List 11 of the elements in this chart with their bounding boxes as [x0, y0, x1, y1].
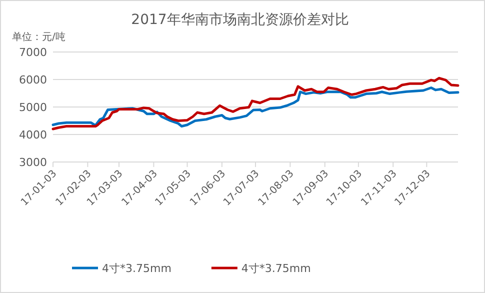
y-axis-title: 单位：元/吨 — [12, 31, 66, 43]
y-tick-label: 4000 — [19, 128, 47, 142]
chart-title: 2017年华南市场南北资源价差对比 — [131, 12, 349, 28]
y-tick-label: 6000 — [19, 74, 47, 86]
legend-label: 4寸*3.75mm — [241, 262, 311, 275]
y-tick-label: 3000 — [19, 156, 47, 169]
line-series — [52, 76, 460, 130]
y-tick-label: 5000 — [19, 101, 47, 114]
line-series — [52, 86, 460, 128]
y-tick-label: 7000 — [19, 46, 47, 59]
legend-label: 4寸*3.75mm — [102, 262, 172, 275]
